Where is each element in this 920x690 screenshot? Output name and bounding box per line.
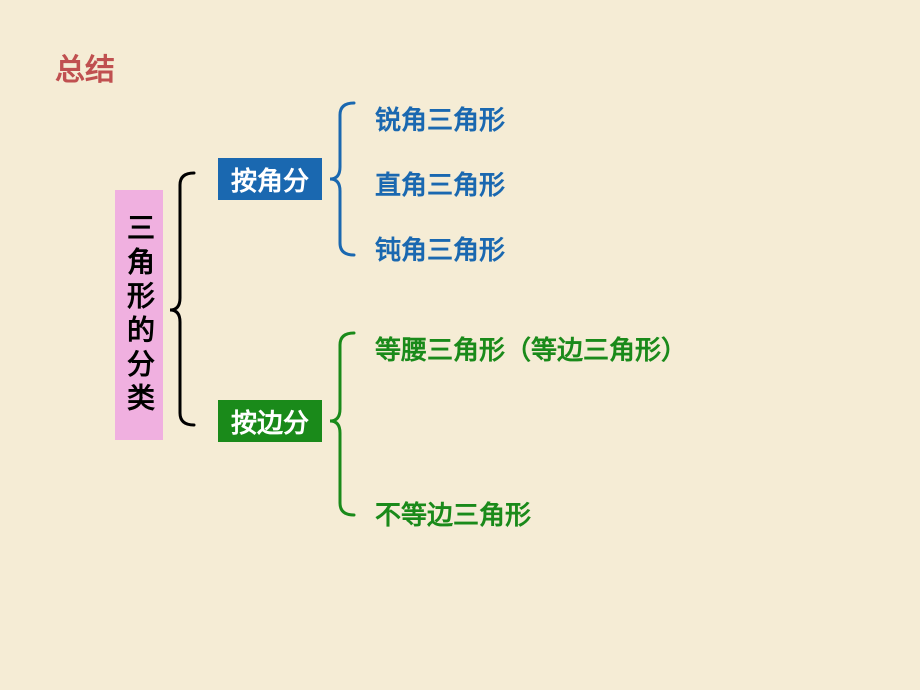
leaf-node: 钝角三角形	[375, 230, 505, 267]
root-node: 三角形的分类	[115, 190, 163, 440]
leaf-node: 等腰三角形（等边三角形）	[375, 330, 687, 367]
branch-node: 按边分	[218, 400, 322, 442]
leaf-node: 锐角三角形	[375, 100, 505, 137]
leaf-node: 直角三角形	[375, 165, 505, 202]
branch-node: 按角分	[218, 158, 322, 200]
leaf-node: 不等边三角形	[375, 495, 531, 532]
summary-title: 总结	[55, 45, 115, 89]
